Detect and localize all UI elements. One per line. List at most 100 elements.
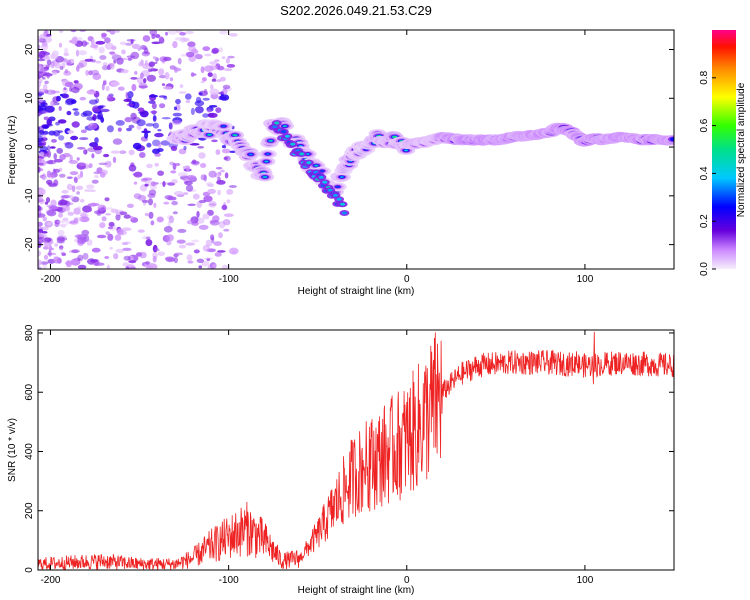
spectrogram-noise-blob [146,74,156,82]
spectrogram-noise-blob [90,259,98,263]
spectrogram-noise-blob [217,189,222,196]
spectrogram-noise-blob [185,242,196,246]
spectrogram-noise-blob [69,249,79,254]
spectrogram-ridge-blob [314,164,319,167]
spectrogram-frame [37,29,675,270]
spectrogram-noise-blob [61,189,69,194]
spectrogram-noise-blob [164,256,175,262]
spectrogram-noise-blob [209,88,220,96]
spectrogram-noise-blob [53,168,61,173]
spectrogram-noise-blob [136,119,146,127]
spectrogram-noise-blob [126,55,136,58]
spectrogram-noise-blob [94,175,99,178]
spectrogram-noise-blob [182,37,190,42]
spectrogram-noise-blob [231,250,236,254]
spectrogram-noise-blob [152,255,157,263]
spectrogram-noise-blob [157,129,162,132]
spectrogram-noise-blob [195,106,204,114]
spectrogram-ridge-blob [320,170,324,172]
spectrogram-noise-blob [106,264,110,269]
spectrogram-noise-blob [71,249,80,254]
spectrogram-noise-blob [127,266,137,269]
spectrogram-noise-blob [143,202,147,206]
spectrogram-noise-blob [44,237,52,243]
spectrogram-noise-blob [142,35,151,42]
spectrogram-noise-blob [56,220,66,224]
spectrogram-noise-blob [59,66,64,70]
spectrogram-noise-blob [221,56,226,60]
spectrogram-noise-blob [179,84,184,88]
spectrogram-ridge-blob [305,153,310,155]
spectrogram-noise-blob [44,80,49,85]
spectrogram-noise-blob [223,219,231,226]
spectrogram-noise-blob [149,30,158,36]
spectrogram-noise-blob [130,77,138,80]
spectrogram-noise-blob [163,201,170,205]
spectrogram-noise-blob [46,72,50,79]
spectrogram-noise-blob [131,43,141,50]
spectrogram-noise-blob [137,229,145,233]
spectrogram-noise-blob [110,208,119,213]
snr-x-tick-label: 100 [577,575,594,586]
spectrogram-ridge-blob [221,125,226,128]
spectrogram-noise-blob [114,234,122,241]
spectrogram-noise-blob [159,103,166,109]
spectrogram-noise-blob [79,96,87,101]
colorbar-tick-label: 0.0 [699,262,710,276]
spectrogram-noise-blob [213,241,222,247]
spectrogram-noise-blob [224,68,233,71]
spectrogram-noise-blob [39,110,48,114]
spectrogram-noise-blob [107,160,112,168]
spectrogram-noise-blob [46,252,57,256]
spectrogram-noise-blob [38,238,44,244]
spectrogram-noise-blob [179,32,187,36]
spectrogram-noise-blob [144,59,148,66]
spectrogram-noise-blob [42,216,47,222]
spectrogram-noise-blob [38,234,48,238]
spectrogram-noise-blob [91,38,95,46]
spectrogram-noise-blob [158,36,164,40]
spectrogram-noise-blob [104,197,110,202]
spectrogram-noise-blob [203,174,207,182]
spectrogram-noise-blob [71,37,78,45]
spectrogram-noise-blob [64,81,74,88]
spectrogram-noise-blob [102,62,108,67]
spectrogram-noise-blob [220,169,225,173]
spectrogram-noise-blob [54,243,59,247]
spectrogram-noise-blob [48,250,52,257]
spectrogram-noise-blob [64,69,69,74]
spectrogram-noise-blob [158,68,165,76]
spectrogram-ridge-blob [282,125,287,127]
spectrogram-ridge-blob [318,175,324,179]
spectrogram-noise-blob [58,135,65,141]
spectrogram-noise-blob [218,232,223,239]
spectrogram-noise-blob [80,129,87,134]
spectrogram-noise-blob [209,61,218,65]
spectrogram-noise-blob [132,172,142,177]
spectrogram-noise-blob [46,119,52,126]
colorbar-tick-label: 0.8 [699,70,710,84]
spectrogram-noise-blob [44,105,55,113]
spectrogram-noise-blob [117,127,122,132]
spectrogram-noise-blob [143,128,148,134]
spectrogram-noise-blob [53,158,63,163]
spectrogram-noise-blob [170,170,177,174]
spectrogram-ridge-blob [265,153,270,155]
spectrogram-noise-blob [137,195,147,201]
spectrogram-xlabel: Height of straight line (km) [298,286,415,297]
spectrogram-ridge-blob [404,149,409,152]
spectrogram-noise-blob [202,46,211,52]
spectrogram-y-ticks: -20 -10 0 10 20 [24,44,674,252]
spectrogram-noise-blob [78,162,86,167]
spectrogram-noise-blob [63,87,67,91]
spectrogram-noise-blob [173,256,178,264]
spectrogram-noise-blob [92,114,97,121]
spectrogram-noise-blob [38,188,46,196]
spectrogram-noise-blob [58,212,63,218]
spectrogram-noise-blob [208,170,217,178]
spectrogram-noise-blob [84,189,90,192]
spectrogram-noise-blob [198,224,209,230]
spectrogram-noise-blob [157,170,165,176]
spectrogram-noise-blob [163,56,172,62]
